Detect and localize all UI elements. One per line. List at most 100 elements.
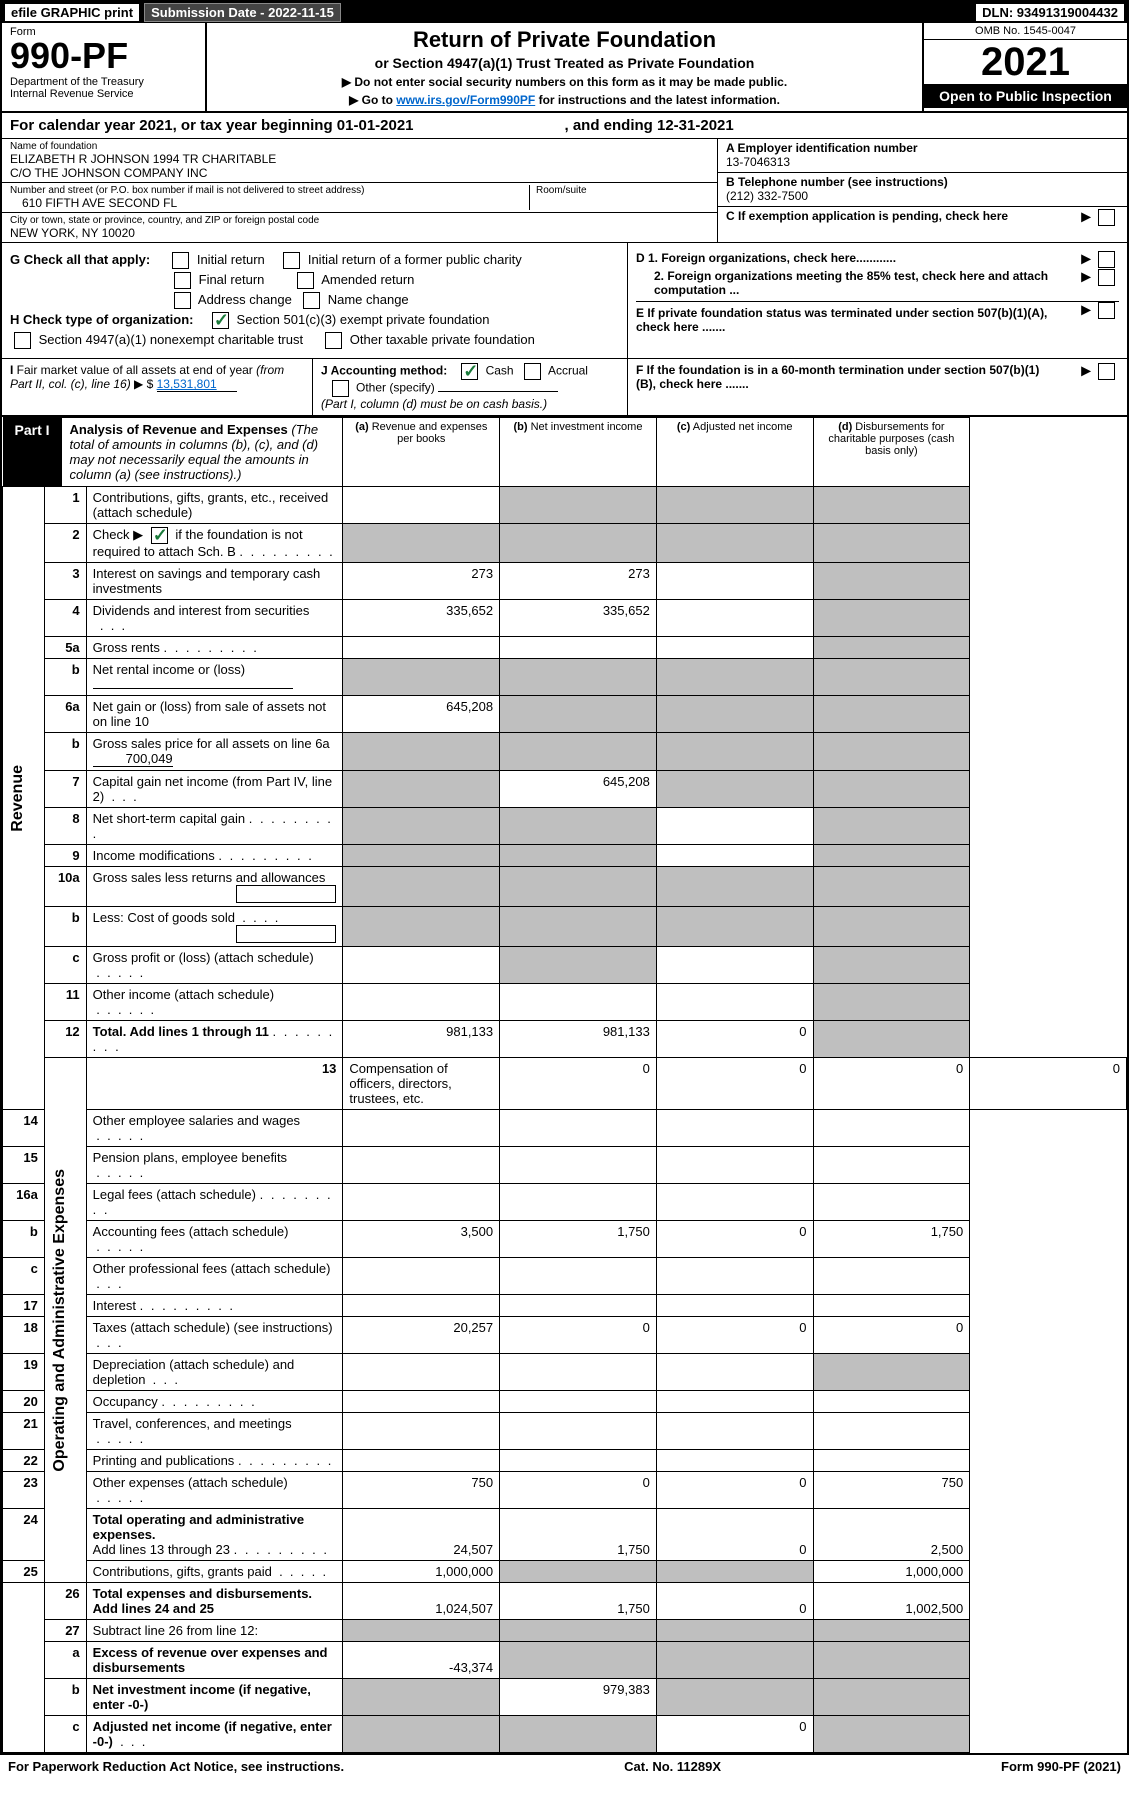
row-27c: Adjusted net income (if negative, enter …	[86, 1716, 343, 1753]
form-number: 990-PF	[10, 38, 197, 74]
sidebar-expenses: Operating and Administrative Expenses	[51, 1169, 69, 1472]
c-checkbox[interactable]	[1098, 209, 1115, 226]
footer: For Paperwork Reduction Act Notice, see …	[0, 1755, 1129, 1778]
v12c: 0	[656, 1021, 813, 1058]
chk-schb[interactable]	[151, 527, 168, 544]
instr2-post: for instructions and the latest informat…	[535, 93, 780, 107]
chk-amended[interactable]	[297, 272, 314, 289]
v24d: 2,500	[813, 1509, 970, 1561]
v16ba: 3,500	[343, 1221, 500, 1258]
instr-1: ▶ Do not enter social security numbers o…	[211, 75, 918, 89]
chk-initial-former[interactable]	[283, 252, 300, 269]
v4b: 335,652	[500, 600, 657, 637]
v13d: 0	[970, 1058, 1127, 1110]
footer-right: Form 990-PF (2021)	[1001, 1759, 1121, 1774]
i-value[interactable]: 13,531,801	[157, 377, 237, 392]
chk-other-acct[interactable]	[332, 380, 349, 397]
efile-badge: efile GRAPHIC print	[4, 3, 140, 22]
v3b: 273	[500, 563, 657, 600]
row-14: Other employee salaries and wages . . . …	[86, 1110, 343, 1147]
d1-checkbox[interactable]	[1098, 251, 1115, 268]
chk-addr[interactable]	[174, 292, 191, 309]
v25d: 1,000,000	[813, 1561, 970, 1583]
v25a: 1,000,000	[343, 1561, 500, 1583]
v18c: 0	[656, 1317, 813, 1354]
g-name: Name change	[328, 292, 409, 307]
tel: (212) 332-7500	[726, 189, 1119, 203]
v16bd: 1,750	[813, 1221, 970, 1258]
open-public: Open to Public Inspection	[924, 84, 1127, 108]
chk-cash[interactable]	[461, 363, 478, 380]
c-label: C If exemption application is pending, c…	[726, 209, 1008, 223]
e-checkbox[interactable]	[1098, 302, 1115, 319]
row-12: Total. Add lines 1 through 11	[86, 1021, 343, 1058]
h-other: Other taxable private foundation	[350, 332, 535, 347]
row-1: Contributions, gifts, grants, etc., rece…	[86, 487, 343, 524]
row-17: Interest	[86, 1295, 343, 1317]
v16bb: 1,750	[500, 1221, 657, 1258]
sidebar-revenue: Revenue	[9, 765, 27, 832]
row-11: Other income (attach schedule) . . . . .…	[86, 984, 343, 1021]
footer-left: For Paperwork Reduction Act Notice, see …	[8, 1759, 344, 1774]
room-label: Room/suite	[536, 185, 709, 196]
v12a: 981,133	[343, 1021, 500, 1058]
footer-mid: Cat. No. 11289X	[624, 1759, 721, 1774]
v26b: 1,750	[500, 1583, 657, 1620]
row-5a: Gross rents	[86, 637, 343, 659]
f-checkbox[interactable]	[1098, 363, 1115, 380]
ein-label: A Employer identification number	[726, 141, 1119, 155]
v6a: 645,208	[343, 696, 500, 733]
calendar-year: For calendar year 2021, or tax year begi…	[2, 113, 1127, 139]
v27b: 979,383	[500, 1679, 657, 1716]
v23b: 0	[500, 1472, 657, 1509]
chk-initial[interactable]	[172, 252, 189, 269]
row-4: Dividends and interest from securities .…	[86, 600, 343, 637]
row-24: Total operating and administrative expen…	[86, 1509, 343, 1561]
row-25: Contributions, gifts, grants paid . . . …	[86, 1561, 343, 1583]
chk-name[interactable]	[303, 292, 320, 309]
v13a: 0	[500, 1058, 657, 1110]
v26d: 1,002,500	[813, 1583, 970, 1620]
row-6b: Gross sales price for all assets on line…	[86, 733, 343, 771]
city-label: City or town, state or province, country…	[10, 215, 709, 226]
chk-final[interactable]	[174, 272, 191, 289]
row-20: Occupancy	[86, 1391, 343, 1413]
row-2: Check ▶ if the foundation is not require…	[86, 524, 343, 563]
v18a: 20,257	[343, 1317, 500, 1354]
row-18: Taxes (attach schedule) (see instruction…	[86, 1317, 343, 1354]
v24a: 24,507	[343, 1509, 500, 1561]
address: 610 FIFTH AVE SECOND FL	[10, 196, 529, 210]
form-link[interactable]: www.irs.gov/Form990PF	[396, 93, 535, 107]
chk-other-tax[interactable]	[325, 332, 342, 349]
col-b: Net investment income	[531, 421, 643, 433]
v16bc: 0	[656, 1221, 813, 1258]
h-501c3: Section 501(c)(3) exempt private foundat…	[237, 312, 490, 327]
main-table: Part I Analysis of Revenue and Expenses …	[2, 417, 1127, 1753]
form-container: efile GRAPHIC print Submission Date - 20…	[0, 0, 1129, 1755]
chk-accrual[interactable]	[524, 363, 541, 380]
row-23: Other expenses (attach schedule) . . . .…	[86, 1472, 343, 1509]
part-title-text: Analysis of Revenue and Expenses	[70, 422, 288, 437]
instr2-pre: ▶ Go to	[349, 93, 396, 107]
v23c: 0	[656, 1472, 813, 1509]
chk-4947[interactable]	[14, 332, 31, 349]
row-5b: Net rental income or (loss)	[86, 659, 343, 696]
v4a: 335,652	[343, 600, 500, 637]
row-22: Printing and publications	[86, 1450, 343, 1472]
chk-501c3[interactable]	[212, 312, 229, 329]
j-other: Other (specify)	[356, 381, 435, 395]
row-21: Travel, conferences, and meetings . . . …	[86, 1413, 343, 1450]
dln-label: DLN: 93491319004432	[975, 3, 1125, 22]
row-16c: Other professional fees (attach schedule…	[86, 1258, 343, 1295]
form-subtitle: or Section 4947(a)(1) Trust Treated as P…	[211, 55, 918, 71]
submission-date: Submission Date - 2022-11-15	[144, 3, 341, 22]
foundation-name-1: ELIZABETH R JOHNSON 1994 TR CHARITABLE	[10, 152, 709, 166]
d2-checkbox[interactable]	[1098, 269, 1115, 286]
row-15: Pension plans, employee benefits . . . .…	[86, 1147, 343, 1184]
g-initial-former: Initial return of a former public charit…	[308, 252, 522, 267]
row-26: Total expenses and disbursements. Add li…	[86, 1583, 343, 1620]
v23d: 750	[813, 1472, 970, 1509]
col-a: Revenue and expenses per books	[372, 421, 488, 445]
cal-begin: For calendar year 2021, or tax year begi…	[10, 117, 565, 134]
v24c: 0	[656, 1509, 813, 1561]
